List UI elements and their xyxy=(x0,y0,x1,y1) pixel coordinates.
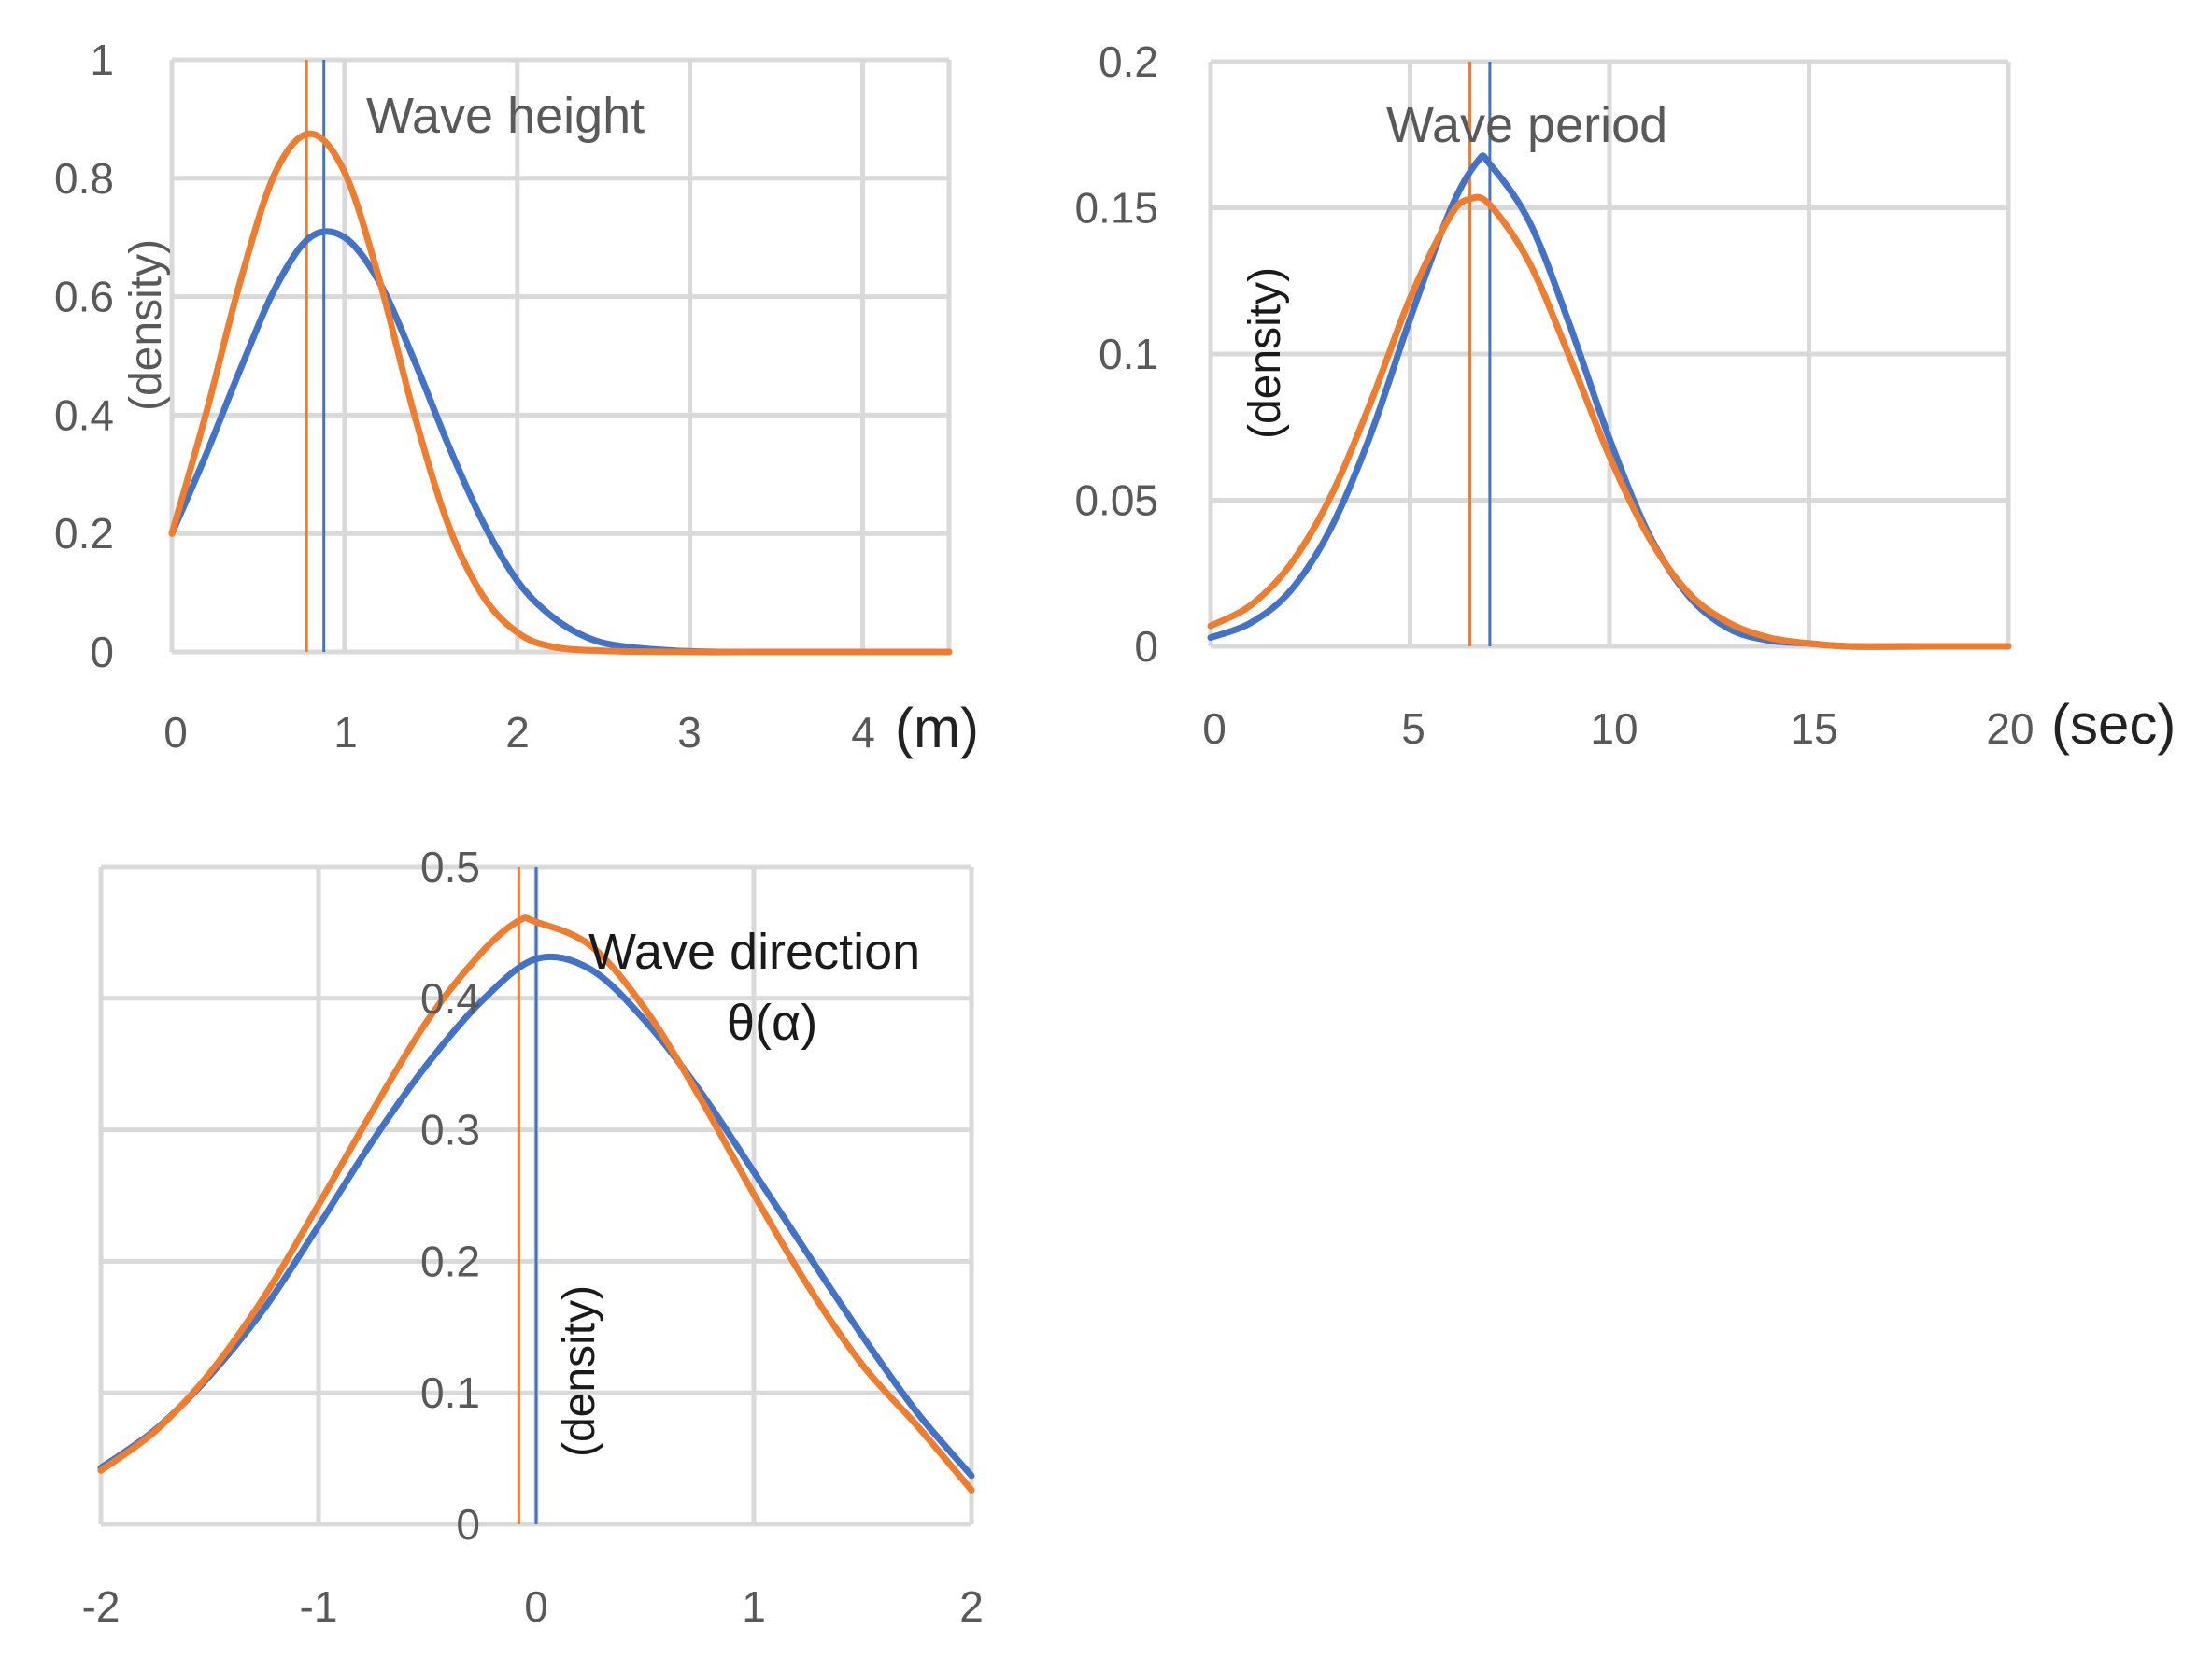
wave-height-ytick-label: 0.8 xyxy=(54,154,114,203)
wave-direction-ticks: 0 0.1 0.2 0.3 0.4 0.5 -2 -1 0 1 2 xyxy=(82,843,984,1631)
wave-direction-ytick-label: 0 xyxy=(456,1500,480,1549)
wave-height-mean-markers xyxy=(305,60,326,652)
wave-period-ytick-label: 0.2 xyxy=(1099,37,1158,86)
wave-period-xtick-label: 10 xyxy=(1590,704,1638,753)
wave-height-ytick-label: 0 xyxy=(90,628,114,676)
wave-direction-ytick-label: 0.1 xyxy=(420,1368,480,1417)
wave-height-ytick-label: 1 xyxy=(90,35,114,84)
wave-height-xtick-label: 4 xyxy=(851,708,875,757)
wave-height-xtick-label: 0 xyxy=(163,708,188,757)
wave-direction-series xyxy=(97,914,975,1494)
wave-period-ticks: 0 0.05 0.1 0.15 0.2 0 5 10 15 20 xyxy=(1074,37,2034,753)
wave-period-xtick-label: 20 xyxy=(1986,704,2034,753)
wave-height-ytick-label: 0.4 xyxy=(54,390,114,439)
wave-period-ytick-label: 0.1 xyxy=(1099,330,1158,378)
wave-height-ytick-label: 0.2 xyxy=(54,509,114,558)
wave-period-xtick-label: 5 xyxy=(1401,704,1425,753)
wave-direction-title-line2: θ(α) xyxy=(727,995,817,1051)
wave-height-grid xyxy=(169,57,952,655)
wave-height-ticks: 0 0.2 0.4 0.6 0.8 1 0 1 2 3 4 xyxy=(54,35,875,757)
wave-direction-blue-curve xyxy=(97,953,975,1480)
chart-wave-direction: 0 0.1 0.2 0.3 0.4 0.5 -2 -1 0 1 2 Wave direction θ… xyxy=(82,843,984,1631)
wave-direction-ytick-label: 0.4 xyxy=(420,974,480,1023)
wave-height-xtick-label: 2 xyxy=(505,708,530,757)
wave-direction-ytick-label: 0.5 xyxy=(420,843,480,891)
wave-period-ytick-label: 0.15 xyxy=(1074,184,1158,233)
wave-direction-xtick-label: 2 xyxy=(959,1582,984,1631)
wave-direction-title: Wave direction xyxy=(588,924,920,980)
wave-direction-orange-curve xyxy=(97,914,975,1494)
chart-wave-period: 0 0.05 0.1 0.15 0.2 0 5 10 15 20 Wave period (den… xyxy=(1074,37,2176,756)
wave-period-ylabel: (density) xyxy=(1241,267,1290,439)
wave-height-title: Wave height xyxy=(366,88,645,144)
wave-height-orange-curve xyxy=(168,130,953,656)
wave-period-orange-curve xyxy=(1207,193,2012,650)
wave-direction-ytick-label: 0.3 xyxy=(420,1106,480,1154)
wave-direction-ytick-label: 0.2 xyxy=(420,1237,480,1285)
wave-period-ytick-label: 0.05 xyxy=(1074,476,1158,525)
wave-period-unit: (sec) xyxy=(2051,693,2176,756)
wave-height-ytick-label: 0.6 xyxy=(54,273,114,321)
wave-height-unit: (m) xyxy=(895,697,979,759)
wave-height-xtick-label: 3 xyxy=(677,708,702,757)
wave-direction-xtick-label: 0 xyxy=(524,1582,548,1631)
chart-wave-height: 0 0.2 0.4 0.6 0.8 1 0 1 2 3 4 Wave height (density… xyxy=(54,35,979,759)
wave-direction-xtick-label: -1 xyxy=(300,1582,338,1631)
wave-period-title: Wave period xyxy=(1386,97,1667,153)
wave-period-ytick-label: 0 xyxy=(1134,622,1158,671)
wave-period-xtick-label: 15 xyxy=(1790,704,1837,753)
wave-direction-ylabel: (density) xyxy=(555,1285,604,1457)
wave-period-grid xyxy=(1208,59,2011,649)
wave-height-ylabel: (density) xyxy=(121,239,171,411)
wave-height-xtick-label: 1 xyxy=(333,708,358,757)
wave-direction-xtick-label: -2 xyxy=(82,1582,121,1631)
wave-direction-xtick-label: 1 xyxy=(742,1582,766,1631)
wave-direction-mean-markers xyxy=(517,867,538,1524)
wave-period-xtick-label: 0 xyxy=(1202,704,1227,753)
wave-height-series xyxy=(168,130,953,656)
wave-period-series xyxy=(1207,152,2012,650)
